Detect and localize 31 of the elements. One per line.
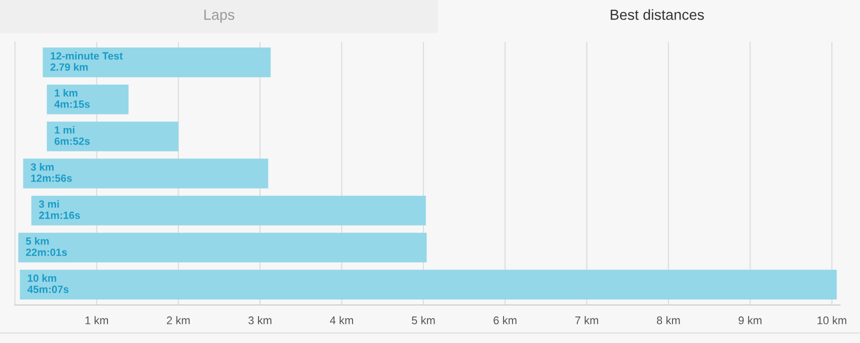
bar (42, 48, 271, 78)
bar (46, 122, 178, 152)
annotation: 4m:15s (54, 100, 90, 108)
x-tick-label: 6 km (494, 316, 516, 324)
annotation: 22m:01s (26, 248, 67, 256)
text: Best distances (610, 9, 704, 20)
y-tick-label: 12-minute Test (50, 52, 123, 60)
annotation: 12m:56s (31, 174, 72, 182)
annotation: 21m:16s (39, 212, 80, 219)
x-tick-label: 2 km (166, 316, 190, 324)
x-tick-label: 3 km (248, 316, 272, 324)
x-tick-label: 7 km (575, 316, 598, 324)
bar (46, 84, 129, 114)
annotation: 6m:52s (54, 137, 90, 145)
bar (20, 270, 837, 300)
annotation: 45m:07s (27, 286, 69, 294)
x-tick-label: 5 km (412, 316, 435, 324)
x-tick-label: 4 km (330, 316, 354, 324)
text: Laps (204, 10, 234, 23)
x-tick-label: 9 km (738, 316, 762, 324)
y-tick-label: 10 km (28, 274, 56, 282)
x-tick-label: 8 km (656, 316, 680, 324)
bar (23, 158, 268, 188)
x-tick-label: 1 km (85, 316, 108, 324)
y-tick-label: 1 km (54, 88, 78, 97)
bar (18, 232, 427, 262)
bar (31, 196, 426, 226)
y-tick-label: 3 mi (38, 200, 59, 208)
annotation: 2.79 km (50, 63, 88, 71)
x-tick-label: 10 km (818, 316, 846, 324)
y-tick-label: 1 mi (54, 126, 74, 134)
